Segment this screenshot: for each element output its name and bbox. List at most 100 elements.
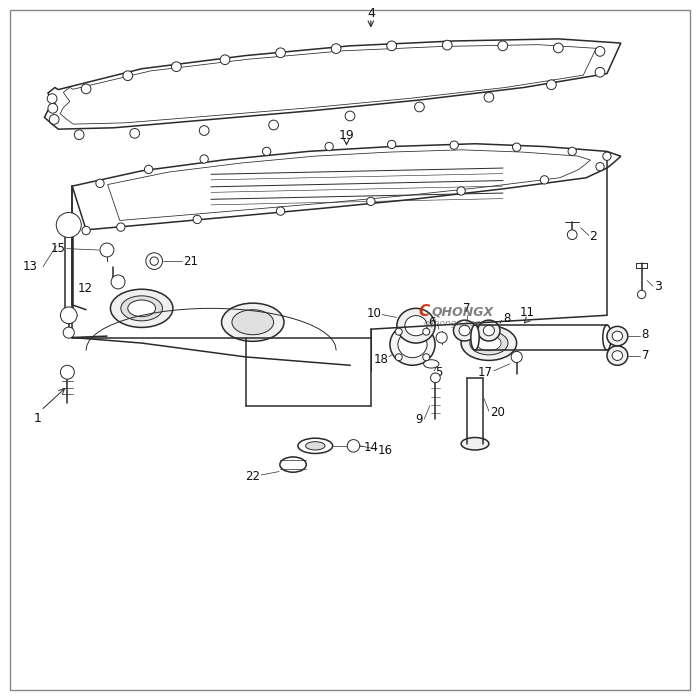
Circle shape	[511, 351, 522, 363]
Circle shape	[395, 328, 402, 335]
Text: QHONGX: QHONGX	[431, 305, 493, 318]
Circle shape	[123, 71, 132, 80]
Ellipse shape	[478, 320, 500, 341]
Text: 12: 12	[77, 282, 92, 295]
Circle shape	[347, 440, 360, 452]
Circle shape	[48, 104, 57, 113]
Text: 2: 2	[589, 230, 598, 244]
Circle shape	[96, 179, 104, 188]
Circle shape	[81, 84, 91, 94]
Circle shape	[450, 141, 459, 149]
Text: 5: 5	[435, 365, 442, 379]
Circle shape	[345, 111, 355, 121]
Text: 17: 17	[477, 365, 492, 379]
Ellipse shape	[483, 326, 494, 336]
Circle shape	[63, 327, 74, 338]
Circle shape	[262, 147, 271, 155]
Text: C: C	[419, 304, 430, 319]
Circle shape	[367, 197, 375, 206]
Circle shape	[199, 126, 209, 135]
Text: 14: 14	[364, 441, 379, 454]
Text: 16: 16	[378, 444, 393, 457]
Ellipse shape	[221, 303, 284, 342]
Ellipse shape	[280, 457, 307, 473]
Circle shape	[387, 41, 396, 50]
Text: 22: 22	[245, 470, 260, 483]
Circle shape	[47, 94, 57, 104]
Circle shape	[276, 207, 285, 216]
Ellipse shape	[454, 320, 476, 341]
Text: 1: 1	[34, 412, 41, 426]
Circle shape	[146, 253, 162, 270]
Circle shape	[512, 143, 521, 151]
Text: 15: 15	[50, 242, 65, 255]
Circle shape	[60, 307, 77, 323]
Circle shape	[638, 290, 646, 299]
Circle shape	[331, 43, 341, 53]
Circle shape	[56, 213, 81, 237]
Ellipse shape	[121, 296, 162, 321]
Circle shape	[193, 216, 202, 223]
Circle shape	[484, 92, 494, 102]
Ellipse shape	[607, 346, 628, 365]
Circle shape	[568, 230, 577, 239]
Ellipse shape	[298, 438, 332, 454]
Circle shape	[430, 373, 440, 383]
Ellipse shape	[471, 325, 480, 350]
Circle shape	[603, 152, 611, 160]
Circle shape	[220, 55, 230, 64]
Text: 10: 10	[366, 307, 382, 320]
Text: 6: 6	[428, 316, 436, 329]
Circle shape	[423, 328, 430, 335]
Ellipse shape	[461, 438, 489, 450]
Circle shape	[595, 67, 605, 77]
Circle shape	[595, 46, 605, 56]
Circle shape	[498, 41, 508, 50]
Text: 11: 11	[519, 306, 535, 318]
Circle shape	[111, 275, 125, 289]
Circle shape	[568, 147, 576, 155]
Circle shape	[395, 354, 402, 360]
Ellipse shape	[398, 331, 427, 358]
Circle shape	[200, 155, 209, 163]
Text: 3: 3	[654, 279, 662, 293]
Circle shape	[74, 130, 84, 139]
Text: 8: 8	[503, 312, 510, 326]
Ellipse shape	[111, 289, 173, 328]
Ellipse shape	[306, 442, 325, 450]
Circle shape	[150, 257, 158, 265]
Circle shape	[269, 120, 279, 130]
Text: 4: 4	[367, 7, 374, 20]
Circle shape	[457, 187, 466, 195]
Circle shape	[540, 176, 549, 184]
Ellipse shape	[390, 323, 435, 365]
Circle shape	[100, 243, 114, 257]
Circle shape	[547, 80, 556, 90]
Text: 21: 21	[183, 255, 198, 267]
Ellipse shape	[470, 331, 508, 355]
Ellipse shape	[405, 316, 427, 336]
Circle shape	[596, 162, 604, 171]
Circle shape	[130, 129, 139, 138]
Text: 7: 7	[642, 349, 649, 362]
Circle shape	[144, 165, 153, 174]
Ellipse shape	[459, 326, 470, 336]
Circle shape	[60, 365, 74, 379]
Circle shape	[388, 140, 395, 148]
Text: 20: 20	[490, 406, 505, 419]
Text: 8: 8	[642, 328, 649, 341]
Circle shape	[414, 102, 424, 112]
Circle shape	[276, 48, 286, 57]
Ellipse shape	[461, 326, 517, 360]
Ellipse shape	[603, 325, 611, 350]
Text: 19: 19	[339, 129, 354, 141]
Ellipse shape	[607, 326, 628, 346]
Text: 13: 13	[23, 260, 38, 273]
Circle shape	[325, 142, 333, 150]
Circle shape	[172, 62, 181, 71]
Ellipse shape	[477, 335, 501, 351]
Circle shape	[117, 223, 125, 231]
Circle shape	[423, 354, 430, 360]
Text: 9: 9	[415, 413, 423, 426]
Ellipse shape	[612, 331, 622, 341]
